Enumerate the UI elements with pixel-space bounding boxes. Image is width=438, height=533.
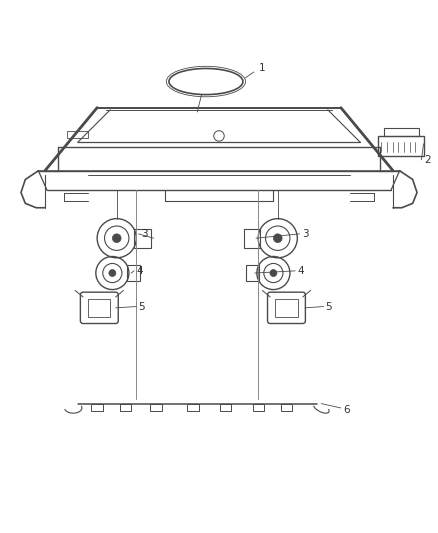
Bar xyxy=(67,131,88,138)
Bar xyxy=(378,136,424,156)
Text: 4: 4 xyxy=(297,266,304,276)
Text: 6: 6 xyxy=(343,405,350,415)
Bar xyxy=(187,405,198,411)
Bar xyxy=(253,405,264,411)
Bar xyxy=(276,299,297,317)
Bar xyxy=(120,405,131,411)
Text: 5: 5 xyxy=(325,302,332,312)
Text: 1: 1 xyxy=(259,63,266,74)
Text: 4: 4 xyxy=(136,266,143,276)
Text: 3: 3 xyxy=(141,229,147,239)
Bar xyxy=(88,299,110,317)
Bar xyxy=(220,405,231,411)
Bar xyxy=(246,265,259,281)
Bar xyxy=(385,128,419,136)
Bar xyxy=(281,405,292,411)
Circle shape xyxy=(113,234,121,243)
Text: 3: 3 xyxy=(302,229,308,239)
Bar xyxy=(134,229,151,248)
Text: 2: 2 xyxy=(424,155,431,165)
Bar xyxy=(92,405,103,411)
Bar xyxy=(127,265,140,281)
Circle shape xyxy=(109,270,116,277)
Bar xyxy=(150,405,162,411)
Circle shape xyxy=(273,234,282,243)
Text: 5: 5 xyxy=(138,302,145,312)
Bar xyxy=(244,229,260,248)
Circle shape xyxy=(270,270,277,277)
